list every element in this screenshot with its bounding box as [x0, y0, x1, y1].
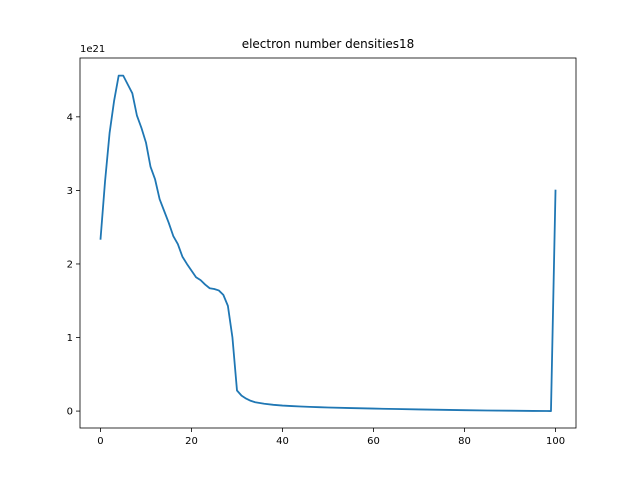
- y-tick-label: 2: [67, 259, 73, 270]
- y-tick-label: 1: [67, 333, 73, 344]
- x-tick-label: 20: [185, 436, 198, 447]
- x-tick-label: 60: [367, 436, 380, 447]
- y-axis: 0 1 2 3 4: [67, 112, 80, 418]
- plot-frame: [79, 57, 577, 429]
- x-tick-label: 80: [458, 436, 471, 447]
- y-tick-label: 3: [67, 186, 73, 197]
- y-tick-label: 4: [67, 112, 73, 123]
- y-tick-label: 0: [67, 407, 73, 418]
- x-tick-label: 100: [546, 436, 565, 447]
- y-offset-text: 1e21: [80, 44, 105, 55]
- series-line: [99, 74, 557, 412]
- x-tick-label: 40: [276, 436, 289, 447]
- chart-title: electron number densities18: [242, 37, 415, 51]
- x-tick-label: 0: [97, 436, 103, 447]
- x-axis: 0 20 40 60 80 100: [97, 428, 565, 447]
